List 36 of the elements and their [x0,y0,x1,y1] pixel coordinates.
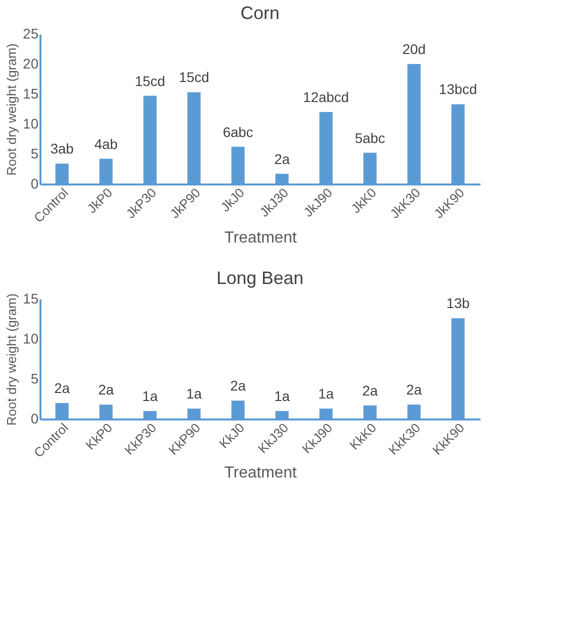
y-axis-title: Root dry weight (gram) [4,293,19,426]
y-tick-label: 5 [30,370,39,386]
chart-title: Corn [240,3,280,23]
data-label: 6abc [222,124,254,140]
y-tick-label: 25 [22,26,39,42]
data-label: 1a [274,388,290,404]
data-label: 1a [142,388,158,404]
data-label: 1a [318,386,334,402]
data-label: 3ab [50,140,74,157]
chart-title: Long Bean [216,268,304,288]
data-label: 2a [54,380,70,396]
y-tick-label: 10 [22,330,39,346]
x-axis-title: Treatment [224,464,298,482]
y-tick-label: 15 [22,86,39,102]
data-label: 2a [230,378,246,394]
y-tick-label: 15 [22,290,39,306]
y-tick-label: 0 [30,176,39,192]
y-tick-label: 0 [30,410,39,426]
data-label: 1a [186,386,202,402]
data-label: 2a [362,382,378,398]
y-axis-title: Root dry weight (gram) [4,43,19,176]
data-label: 15cd [178,69,210,86]
data-label: 4ab [94,136,118,152]
data-label: 2a [406,382,422,398]
data-label: 15cd [134,72,166,89]
y-tick-label: 20 [22,56,39,72]
data-label: 12abcd [303,89,349,105]
data-label: 20d [402,41,426,57]
x-axis-title: Treatment [224,229,298,246]
data-label: 2a [274,150,290,167]
data-label: 2a [98,382,114,398]
data-label: 13bcd [438,81,478,98]
y-tick-label: 10 [22,116,39,132]
data-label: 5abc [354,130,386,146]
data-label: 13b [446,295,470,312]
y-tick-label: 5 [30,146,39,162]
